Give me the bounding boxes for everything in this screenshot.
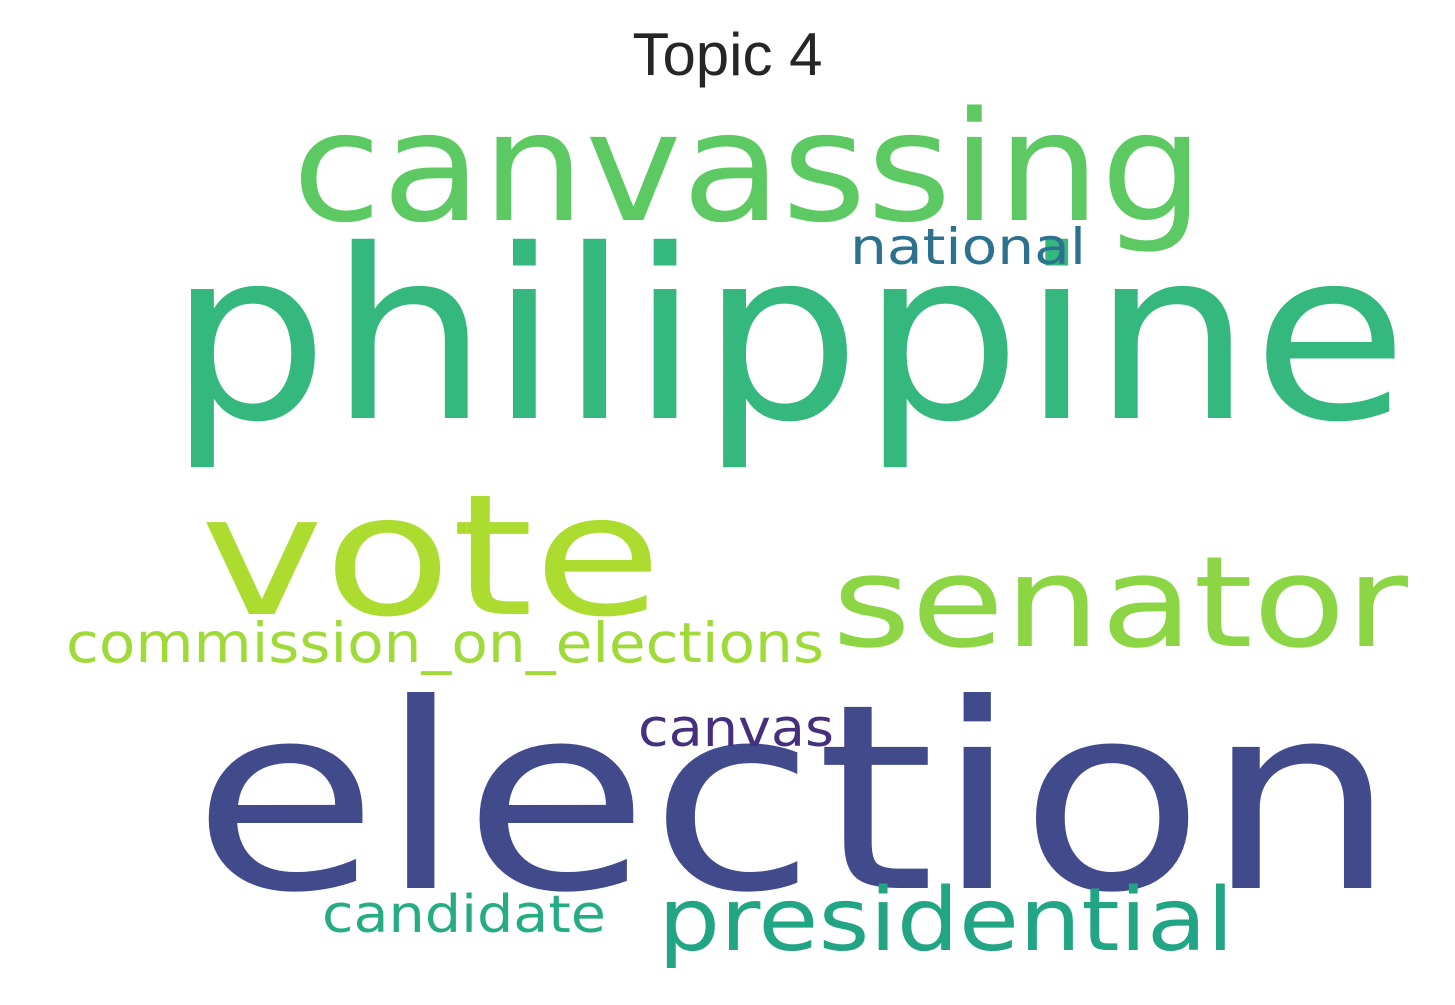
word-senator: senator	[832, 529, 1408, 676]
word-philippine: philippine	[168, 199, 1408, 474]
word-national: national	[850, 218, 1086, 276]
word-election: election	[192, 649, 1397, 949]
word-candidate: candidate	[322, 885, 606, 945]
word-vote: vote	[200, 458, 662, 654]
word-canvas: canvas	[638, 699, 834, 759]
word-canvassing: canvassing	[292, 79, 1204, 256]
word-commission-on-elections: commission_on_elections	[66, 611, 824, 675]
figure-title: Topic 4	[632, 21, 823, 88]
word-presidential: presidential	[658, 869, 1234, 971]
